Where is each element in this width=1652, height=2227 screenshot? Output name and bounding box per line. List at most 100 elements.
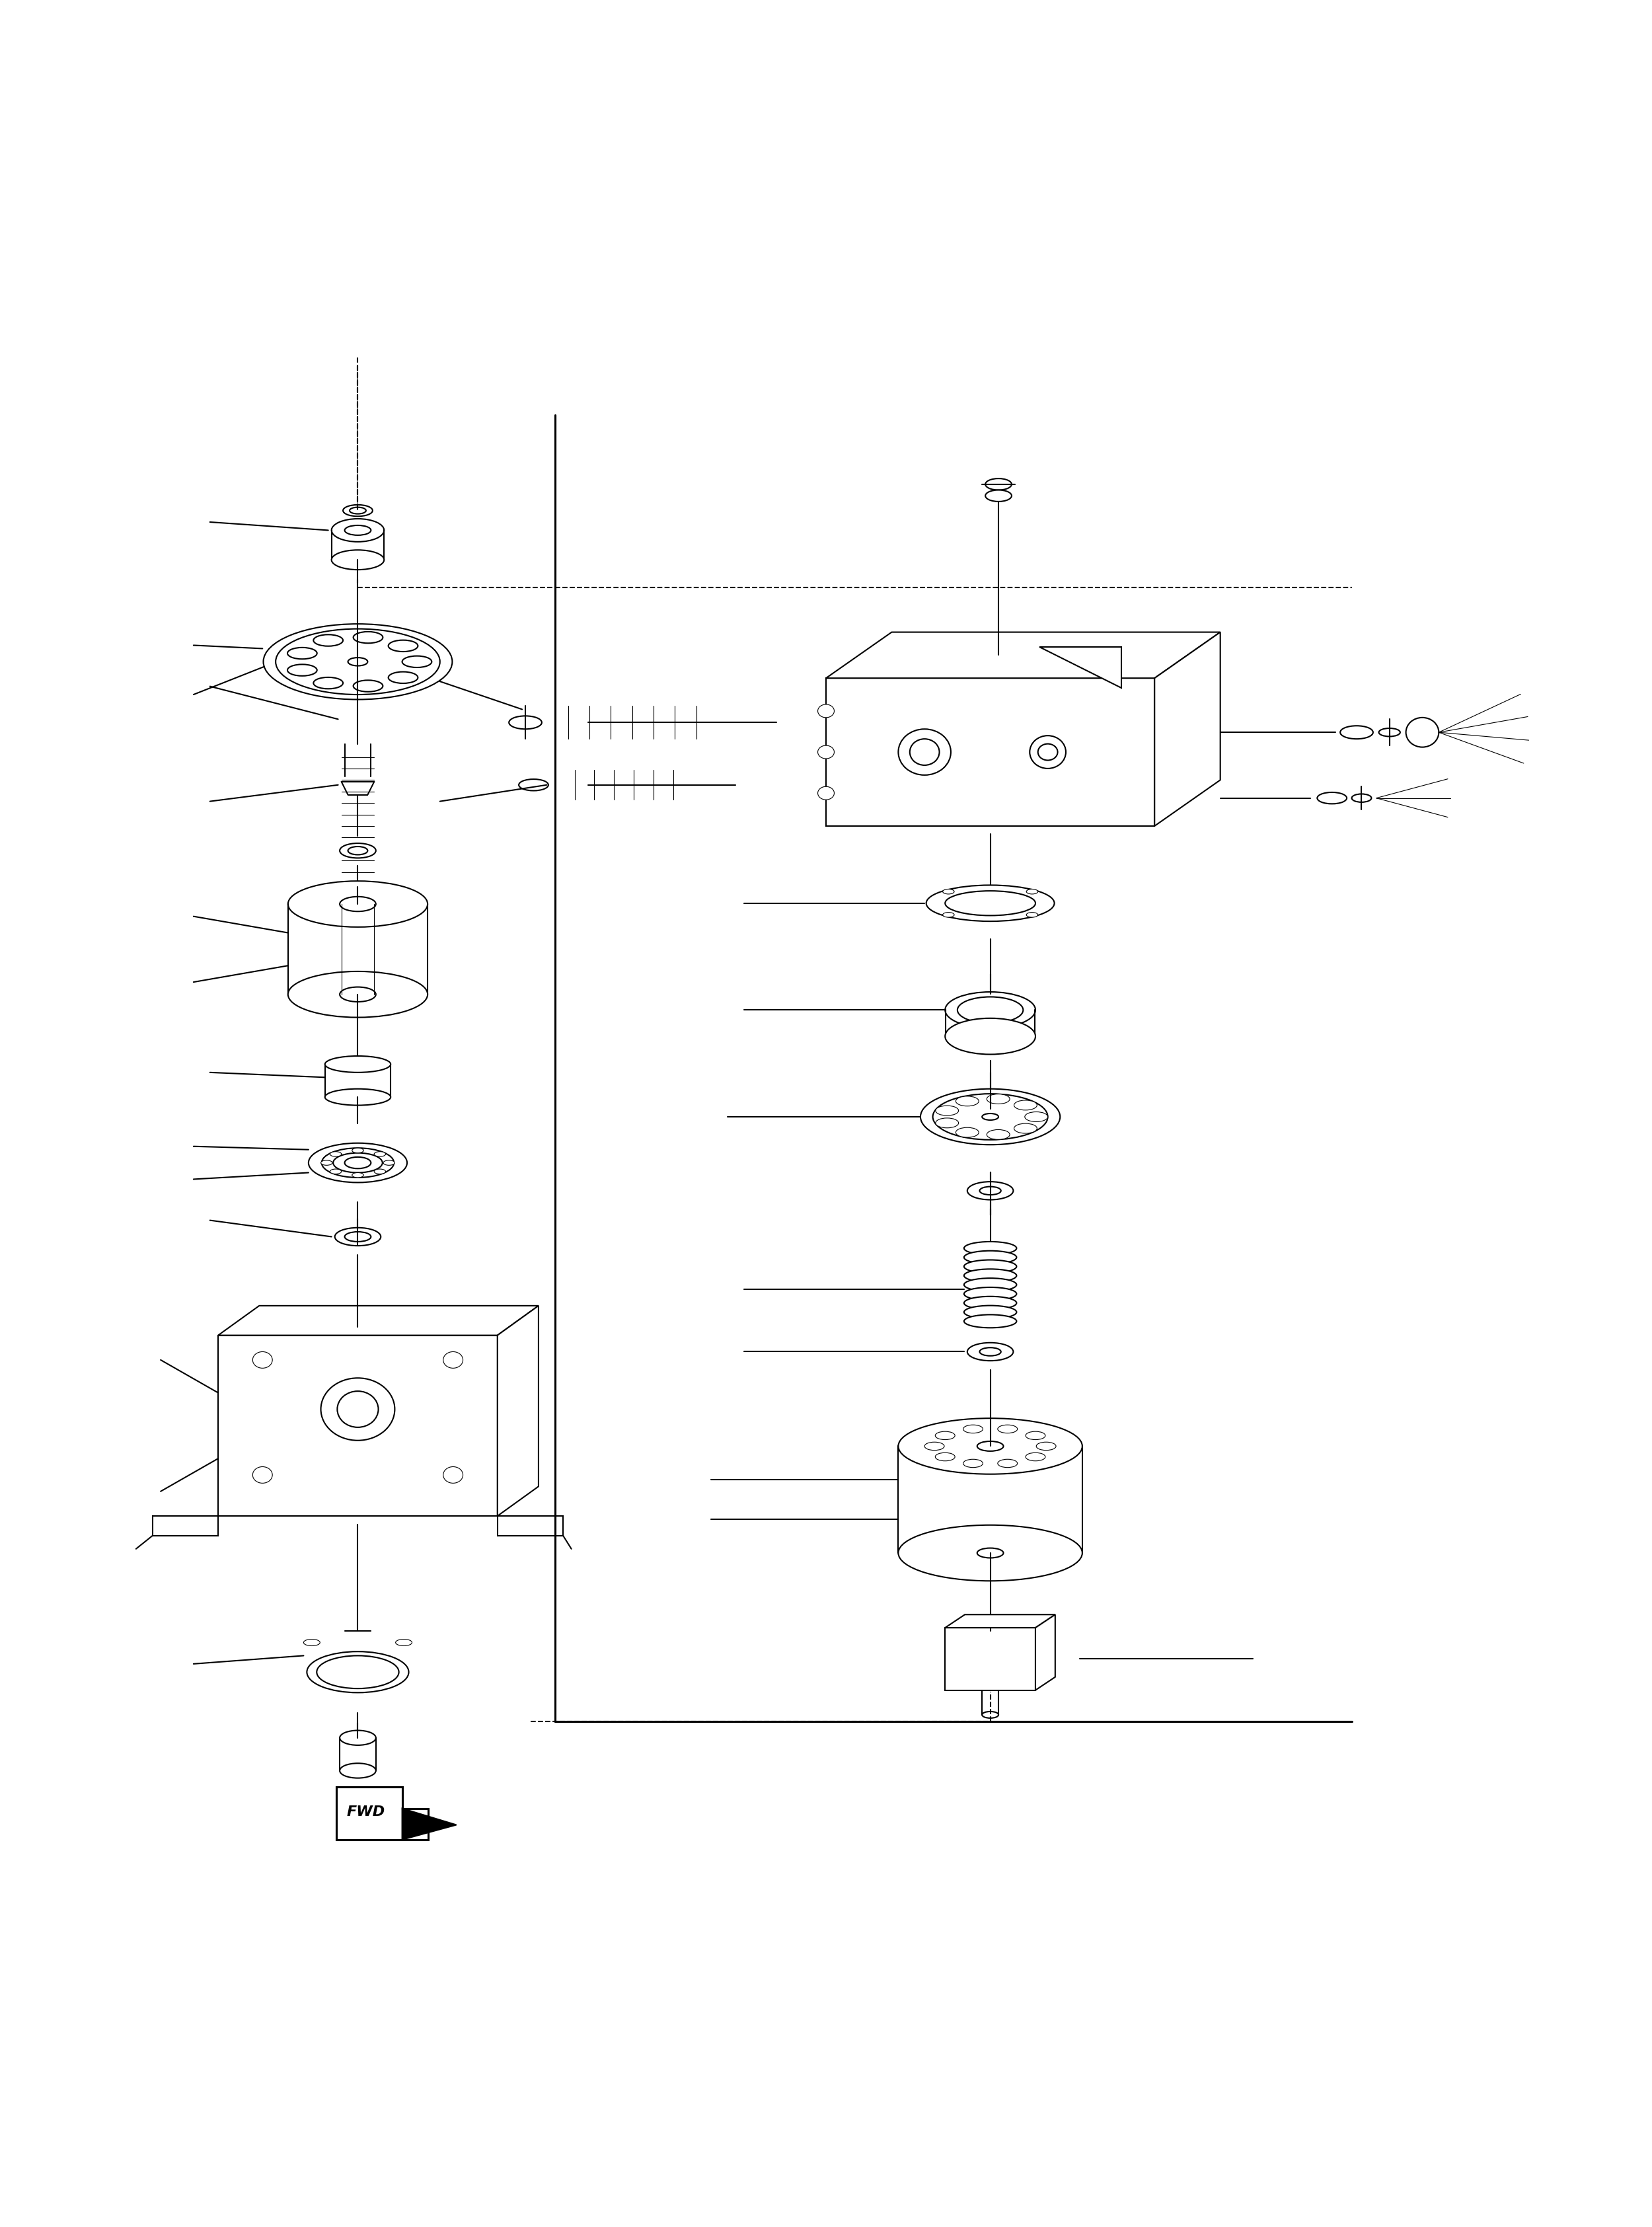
Ellipse shape [935, 1432, 955, 1439]
Ellipse shape [965, 1296, 1016, 1309]
Polygon shape [152, 1517, 218, 1537]
Polygon shape [497, 1517, 563, 1537]
Ellipse shape [965, 1260, 1016, 1274]
Polygon shape [945, 1628, 1036, 1690]
Ellipse shape [373, 1151, 385, 1156]
Ellipse shape [1317, 793, 1346, 804]
Ellipse shape [927, 884, 1054, 922]
Ellipse shape [332, 550, 383, 570]
Ellipse shape [935, 1118, 958, 1127]
Ellipse shape [443, 1352, 463, 1367]
Ellipse shape [330, 1169, 342, 1174]
Ellipse shape [345, 526, 372, 534]
Ellipse shape [981, 1114, 998, 1120]
Ellipse shape [1036, 1443, 1056, 1450]
Ellipse shape [998, 1425, 1018, 1434]
Ellipse shape [373, 1169, 385, 1174]
Ellipse shape [965, 1287, 1016, 1301]
Ellipse shape [976, 1441, 1003, 1452]
Ellipse shape [965, 1243, 1016, 1254]
Ellipse shape [335, 1227, 382, 1245]
Ellipse shape [322, 1147, 393, 1178]
Ellipse shape [957, 1127, 978, 1138]
Ellipse shape [968, 1343, 1013, 1361]
Ellipse shape [325, 1056, 390, 1073]
Ellipse shape [945, 991, 1036, 1029]
Ellipse shape [899, 1525, 1082, 1581]
Ellipse shape [276, 628, 439, 695]
Ellipse shape [350, 508, 367, 514]
Ellipse shape [401, 657, 431, 668]
Polygon shape [1155, 632, 1221, 826]
Ellipse shape [925, 1443, 945, 1450]
Ellipse shape [334, 1154, 383, 1174]
Ellipse shape [1406, 717, 1439, 746]
Ellipse shape [332, 519, 383, 541]
Ellipse shape [1026, 889, 1037, 893]
Ellipse shape [287, 882, 428, 926]
Ellipse shape [899, 1419, 1082, 1474]
Ellipse shape [340, 1730, 377, 1746]
Ellipse shape [1024, 1111, 1047, 1122]
Ellipse shape [958, 998, 1023, 1022]
Ellipse shape [443, 1468, 463, 1483]
Ellipse shape [344, 506, 373, 517]
Polygon shape [1036, 1615, 1056, 1690]
Polygon shape [826, 632, 1221, 679]
Ellipse shape [998, 1459, 1018, 1468]
Ellipse shape [986, 1093, 1009, 1105]
Ellipse shape [943, 889, 955, 893]
Ellipse shape [976, 1548, 1003, 1559]
Ellipse shape [307, 1652, 408, 1693]
Ellipse shape [340, 844, 377, 857]
Ellipse shape [340, 987, 377, 1002]
Ellipse shape [986, 1129, 1009, 1140]
Ellipse shape [337, 1392, 378, 1428]
Ellipse shape [965, 1305, 1016, 1318]
Ellipse shape [345, 1158, 372, 1169]
Ellipse shape [935, 1452, 955, 1461]
Ellipse shape [309, 1142, 406, 1183]
Ellipse shape [1351, 795, 1371, 802]
Ellipse shape [1340, 726, 1373, 739]
Ellipse shape [1037, 744, 1057, 759]
Ellipse shape [253, 1352, 273, 1367]
Ellipse shape [945, 891, 1036, 915]
Ellipse shape [910, 739, 940, 766]
Ellipse shape [980, 1187, 1001, 1196]
Ellipse shape [818, 704, 834, 717]
Ellipse shape [963, 1459, 983, 1468]
Ellipse shape [1379, 728, 1401, 737]
Ellipse shape [325, 1089, 390, 1105]
Polygon shape [945, 1615, 1056, 1628]
Ellipse shape [981, 1713, 998, 1717]
Ellipse shape [345, 1232, 372, 1243]
Ellipse shape [287, 971, 428, 1018]
Ellipse shape [963, 1425, 983, 1434]
Ellipse shape [253, 1468, 273, 1483]
Text: FWD: FWD [347, 1806, 385, 1817]
Ellipse shape [965, 1269, 1016, 1283]
Ellipse shape [899, 728, 952, 775]
Ellipse shape [349, 657, 368, 666]
Ellipse shape [304, 1639, 320, 1646]
Ellipse shape [957, 1096, 978, 1107]
Ellipse shape [340, 1764, 377, 1777]
Ellipse shape [287, 648, 317, 659]
Ellipse shape [320, 1379, 395, 1441]
Ellipse shape [352, 1147, 363, 1154]
Ellipse shape [388, 673, 418, 684]
Ellipse shape [935, 1105, 958, 1116]
Polygon shape [401, 1808, 456, 1840]
Ellipse shape [968, 1183, 1013, 1200]
Ellipse shape [965, 1278, 1016, 1292]
Ellipse shape [388, 639, 418, 653]
Ellipse shape [933, 1093, 1047, 1140]
Ellipse shape [349, 846, 368, 855]
Ellipse shape [340, 897, 377, 911]
Ellipse shape [1026, 913, 1037, 918]
Ellipse shape [945, 1018, 1036, 1053]
Ellipse shape [314, 677, 344, 688]
Ellipse shape [965, 1252, 1016, 1265]
Ellipse shape [1014, 1100, 1037, 1109]
